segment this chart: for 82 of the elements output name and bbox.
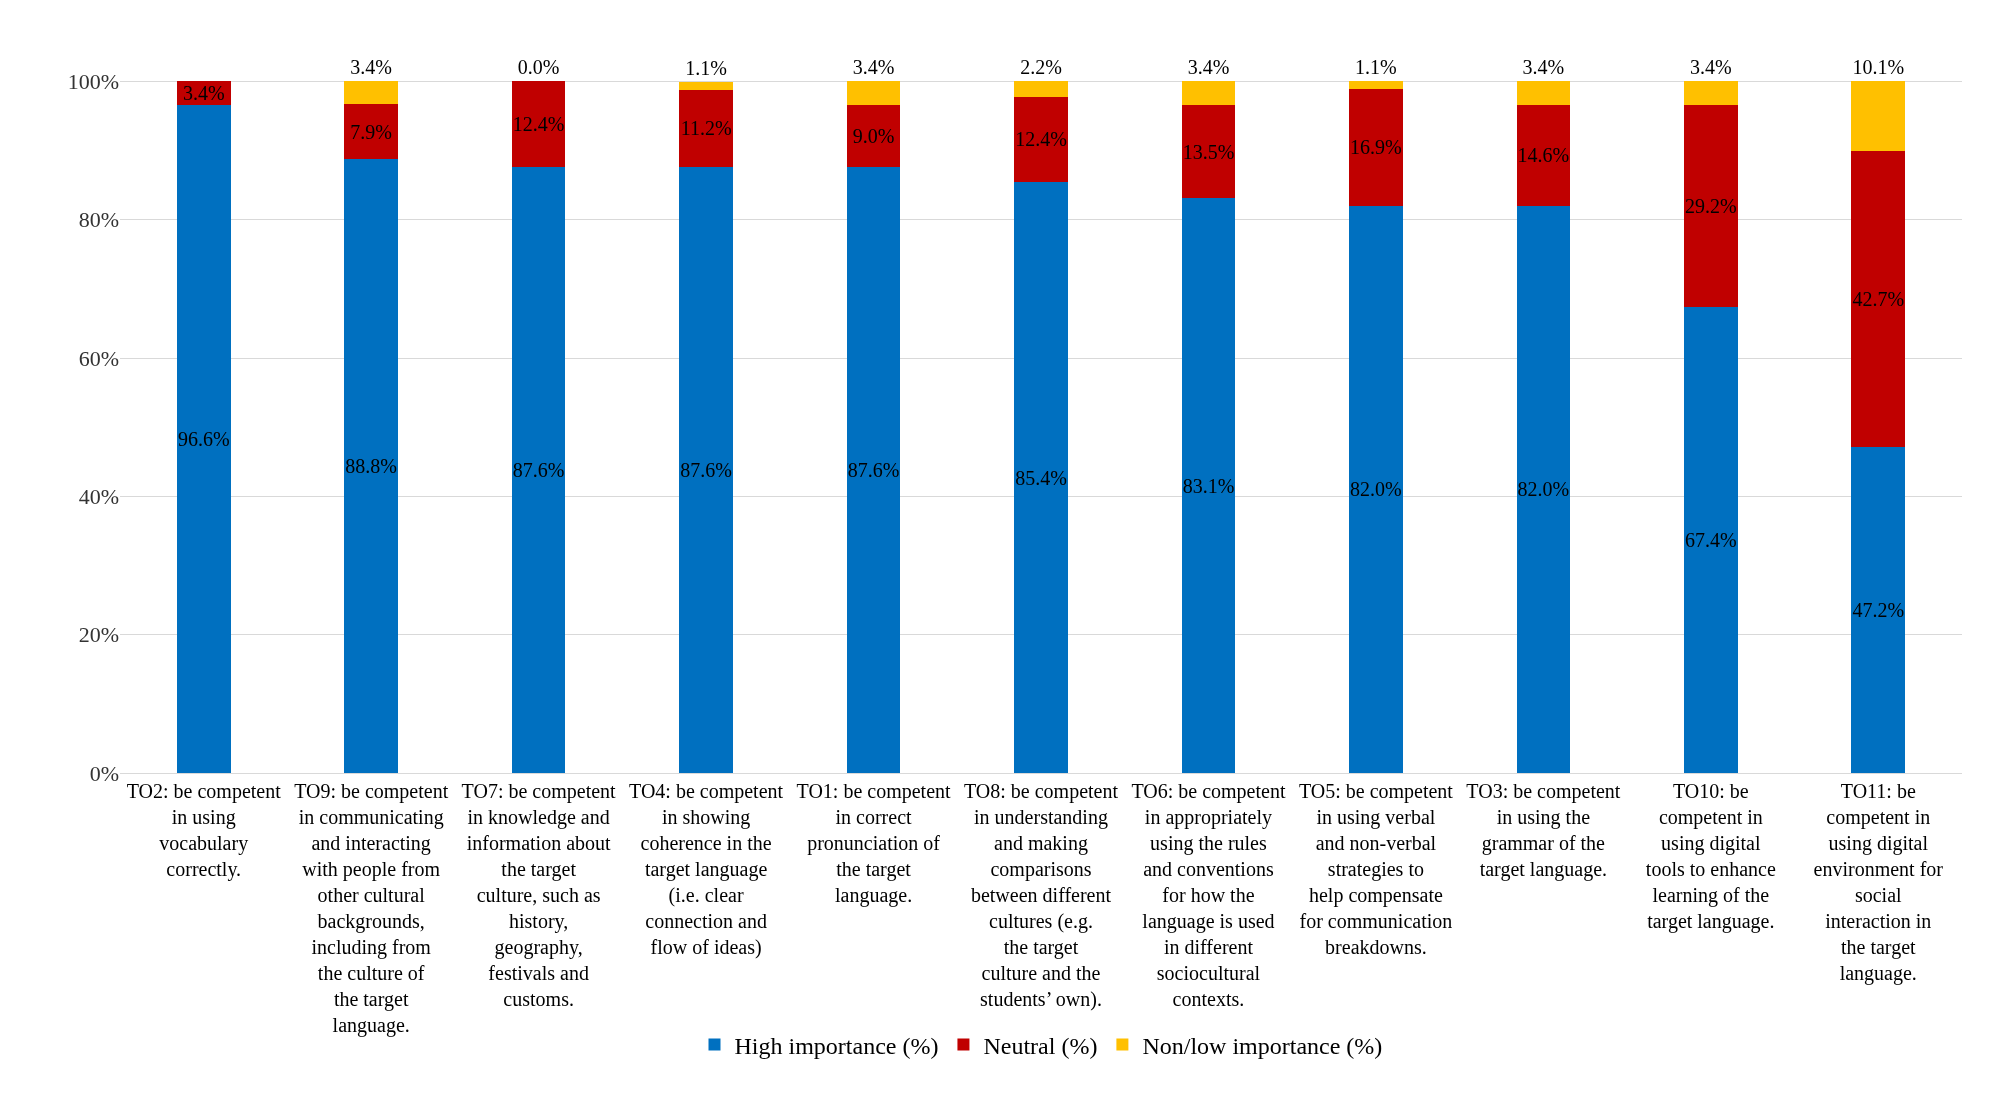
data-label: 87.6%	[512, 459, 565, 482]
y-tick-label: 0%	[89, 760, 119, 786]
data-label: 14.6%	[1517, 144, 1570, 167]
bar	[1684, 104, 1738, 307]
data-label: 87.6%	[680, 459, 732, 482]
x-tick-label: TO11: be competent in using digital environment for social interaction in the target language.	[1813, 780, 1944, 985]
x-tick-label: TO5: be competent in using verbal and non-verbal strategies to help compensate for communication breakdowns.	[1298, 780, 1454, 958]
data-label: 12.4%	[512, 113, 565, 136]
data-label: 88.8%	[345, 454, 398, 477]
legend-label: Non/low importance (%)	[1142, 1032, 1383, 1059]
x-tick-label: TO1: be competent in correct pronunciation of the target language.	[796, 780, 951, 907]
bar	[1516, 205, 1571, 773]
bar	[1349, 81, 1403, 89]
data-label: 83.1%	[1182, 474, 1235, 497]
x-tick-label: TO10: be competent in using digital tools to enhance learning of the target language.	[1645, 780, 1776, 933]
data-label: 29.2%	[1684, 194, 1737, 217]
data-label: 0.0%	[517, 56, 560, 79]
data-label: 67.4%	[1684, 528, 1737, 551]
bar	[1851, 151, 1906, 447]
data-label: 3.4%	[1689, 56, 1732, 79]
bar	[1516, 81, 1571, 105]
data-label: 13.5%	[1182, 140, 1235, 163]
bar	[1181, 81, 1236, 105]
data-label: 3.4%	[1187, 56, 1230, 79]
bar	[1014, 81, 1068, 97]
bar	[1181, 104, 1236, 199]
bar	[176, 104, 231, 773]
data-label: 7.9%	[350, 120, 393, 143]
x-tick-label: TO3: be competent in using the grammar of the target language.	[1466, 780, 1621, 881]
bar	[344, 158, 398, 773]
category-label: TO6: be competent in appropriately using the rules and conventions for how the language is used in different sociocultural contexts.	[1131, 780, 1286, 1010]
bar	[1349, 205, 1403, 773]
category-label: TO9: be competent in communicating and interacting with people from other cultural backgrounds, including from the culture of the target language.	[294, 780, 449, 1036]
data-label: 1.1%	[685, 57, 727, 80]
x-tick-label: TO2: be competent in using vocabulary correctly.	[126, 780, 282, 881]
data-label: 9.0%	[852, 125, 895, 148]
data-label: 3.4%	[350, 55, 393, 78]
bar	[1516, 104, 1571, 206]
y-tick-label: 20%	[78, 622, 119, 648]
bar	[679, 167, 733, 773]
bar	[846, 81, 901, 105]
data-label: 82.0%	[1350, 478, 1402, 501]
data-label: 1.1%	[1355, 56, 1397, 79]
x-tick-label: TO4: be competent in showing coherence in the target language (i.e. clear connection and flow of ideas)	[629, 780, 784, 959]
bar	[344, 104, 398, 159]
bar	[679, 89, 733, 168]
y-tick-label: 60%	[78, 345, 119, 371]
bar	[344, 80, 398, 105]
bar	[1684, 306, 1738, 773]
bar	[1014, 96, 1068, 183]
bar	[846, 104, 901, 168]
bar	[846, 167, 901, 773]
bar	[1851, 81, 1906, 152]
bar	[1014, 182, 1068, 773]
legend-label: High importance (%)	[734, 1032, 939, 1059]
bar	[1349, 88, 1403, 206]
data-label: 3.4%	[1522, 56, 1565, 79]
legend-label: Neutral (%)	[983, 1032, 1098, 1059]
bar	[1684, 81, 1738, 105]
data-label: 12.4%	[1015, 128, 1067, 151]
y-tick-label: 80%	[78, 207, 119, 233]
data-label: 10.1%	[1852, 56, 1905, 79]
bar	[1851, 446, 1906, 773]
data-label: 82.0%	[1517, 478, 1570, 501]
data-label: 87.6%	[847, 459, 900, 482]
bar	[679, 82, 733, 90]
data-label: 2.2%	[1020, 56, 1062, 79]
data-label: 16.9%	[1350, 136, 1402, 159]
category-label: TO8: be competent in understanding and making comparisons between different cultures (e.g. the target culture and the students’ own).	[963, 780, 1119, 1010]
data-label: 11.2%	[680, 117, 732, 140]
data-label: 96.6%	[177, 427, 230, 450]
y-tick-label: 40%	[78, 484, 119, 510]
category-label: TO7: be competent in knowledge and information about the target culture, such as history, geography, festivals and customs.	[461, 780, 616, 1010]
data-label: 3.4%	[852, 56, 895, 79]
data-label: 85.4%	[1015, 466, 1067, 489]
data-label: 3.4%	[182, 82, 225, 105]
bar	[511, 167, 566, 773]
bar	[1181, 198, 1236, 773]
y-tick-label: 100%	[67, 69, 119, 95]
bar	[511, 81, 566, 168]
data-label: 42.7%	[1852, 287, 1905, 310]
data-label: 47.2%	[1852, 598, 1905, 621]
